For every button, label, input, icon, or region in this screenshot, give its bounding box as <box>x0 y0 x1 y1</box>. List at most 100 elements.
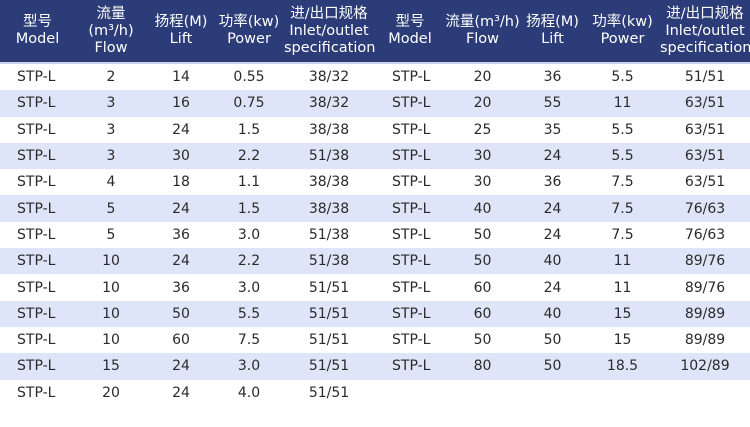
header-label-en: Power <box>227 31 271 47</box>
table-row: STP-L 3 24 1.5 38/38 STP-L 25 35 5.5 63/51 <box>0 117 750 143</box>
header-lift-left: 扬程(M) Lift <box>147 0 215 62</box>
cell-flow: 50 <box>473 226 492 243</box>
cell-spec: 63/51 <box>684 121 726 138</box>
cell-power: 5.5 <box>237 305 261 322</box>
header-flow-left: 流量(m³/h) Flow <box>75 0 147 62</box>
cell-spec: 63/51 <box>684 95 726 112</box>
header-label-en: Lift <box>169 31 193 47</box>
cell-spec: 38/38 <box>308 174 350 191</box>
cell-power: 5.5 <box>611 121 634 138</box>
header-lift-right: 扬程(M) Lift <box>520 0 585 62</box>
cell-lift: 16 <box>172 95 190 112</box>
cell-power: 1.5 <box>237 121 261 138</box>
table-row: STP-L 5 36 3.0 51/38 STP-L 50 24 7.5 76/63 <box>0 222 750 248</box>
cell-flow: 25 <box>473 121 492 138</box>
table-row: STP-L 10 60 7.5 51/51 STP-L 50 50 15 89/89 <box>0 327 750 353</box>
header-label-en: Power <box>600 31 645 47</box>
cell-model: STP-L <box>17 226 56 243</box>
cell-model: STP-L <box>392 200 431 217</box>
header-spec-right: 进/出口规格 Inlet/outlet specification <box>660 0 750 62</box>
header-label-cn: 扬程(M) <box>526 14 579 30</box>
cell-lift: 24 <box>172 121 190 138</box>
cell-model: STP-L <box>392 279 431 296</box>
table-header: 型号 Model 流量(m³/h) Flow 扬程(M) Lift 功率(kw) Power 进… <box>0 0 750 64</box>
cell-model: STP-L <box>392 332 431 349</box>
table-row: STP-L 20 24 4.0 51/51 <box>0 380 750 406</box>
cell-power: 18.5 <box>606 358 639 375</box>
cell-power: 7.5 <box>611 174 634 191</box>
header-label-cn: 流量(m³/h) <box>88 5 134 39</box>
cell-lift: 36 <box>172 226 190 243</box>
cell-spec: 89/89 <box>684 332 726 349</box>
cell-power: 15 <box>613 332 632 349</box>
header-label-en: Flow <box>465 31 500 47</box>
header-flow-right: 流量(m³/h) Flow <box>445 0 520 62</box>
cell-model: STP-L <box>392 95 431 112</box>
cell-flow: 5 <box>106 200 116 217</box>
cell-power: 1.5 <box>237 200 261 217</box>
cell-flow: 20 <box>473 95 492 112</box>
cell-flow: 60 <box>473 305 492 322</box>
cell-model: STP-L <box>17 332 56 349</box>
cell-power: 0.55 <box>233 69 265 86</box>
cell-lift: 24 <box>543 279 562 296</box>
cell-flow: 50 <box>473 253 492 270</box>
cell-spec: 51/51 <box>308 332 350 349</box>
cell-flow: 4 <box>106 174 116 191</box>
header-label-cn: 进/出口规格 <box>666 5 744 22</box>
header-label-en: Lift <box>541 31 564 47</box>
header-label-en: Model <box>388 31 432 47</box>
header-label-en: Inlet/outlet specification <box>284 22 376 56</box>
cell-lift: 36 <box>543 174 562 191</box>
cell-power: 0.75 <box>233 95 265 112</box>
table-body: STP-L 2 14 0.55 38/32 STP-L 20 36 5.5 51/51 STP-L 3… <box>0 64 750 406</box>
cell-flow: 80 <box>473 358 492 375</box>
cell-lift: 36 <box>172 279 190 296</box>
cell-flow: 5 <box>106 226 116 243</box>
cell-model: STP-L <box>392 174 431 191</box>
cell-flow: 3 <box>106 148 116 165</box>
cell-spec: 102/89 <box>680 358 730 375</box>
cell-model: STP-L <box>17 253 56 270</box>
cell-spec: 63/51 <box>684 174 726 191</box>
cell-spec: 51/51 <box>308 305 350 322</box>
header-model-left: 型号 Model <box>0 0 75 62</box>
cell-model: STP-L <box>392 226 431 243</box>
cell-spec: 89/89 <box>684 305 726 322</box>
header-spec-left: 进/出口规格 Inlet/outlet specification <box>283 0 375 62</box>
cell-spec: 38/38 <box>308 200 350 217</box>
cell-lift: 36 <box>543 69 562 86</box>
cell-power: 2.2 <box>237 148 261 165</box>
table-row: STP-L 10 24 2.2 51/38 STP-L 50 40 11 89/76 <box>0 248 750 275</box>
table-row: STP-L 3 30 2.2 51/38 STP-L 30 24 5.5 63/51 <box>0 142 750 170</box>
cell-model: STP-L <box>17 384 56 401</box>
cell-power: 2.2 <box>237 253 261 270</box>
cell-flow: 2 <box>106 69 116 86</box>
cell-spec: 51/38 <box>308 226 350 243</box>
cell-model: STP-L <box>392 121 431 138</box>
cell-power: 15 <box>613 305 632 322</box>
cell-power: 11 <box>613 253 632 270</box>
cell-flow: 30 <box>473 148 492 165</box>
cell-spec: 51/51 <box>308 358 350 375</box>
cell-spec: 51/51 <box>684 69 726 86</box>
cell-flow: 3 <box>106 95 116 112</box>
cell-lift: 24 <box>543 200 562 217</box>
cell-flow: 50 <box>473 332 492 349</box>
cell-power: 4.0 <box>237 384 261 401</box>
cell-lift: 24 <box>172 253 190 270</box>
cell-power: 11 <box>613 95 632 112</box>
cell-flow: 10 <box>102 332 120 349</box>
header-label-cn: 功率(kw) <box>592 14 653 30</box>
cell-power: 7.5 <box>611 226 634 243</box>
cell-spec: 38/32 <box>308 69 350 86</box>
cell-flow: 60 <box>473 279 492 296</box>
cell-spec: 51/51 <box>308 384 350 401</box>
cell-model: STP-L <box>392 358 431 375</box>
header-label-en: Model <box>15 31 60 47</box>
header-label-cn: 型号 <box>395 14 425 30</box>
cell-model: STP-L <box>17 358 56 375</box>
cell-spec: 89/76 <box>684 253 726 270</box>
cell-power: 5.5 <box>611 148 634 165</box>
cell-flow: 15 <box>102 358 120 375</box>
